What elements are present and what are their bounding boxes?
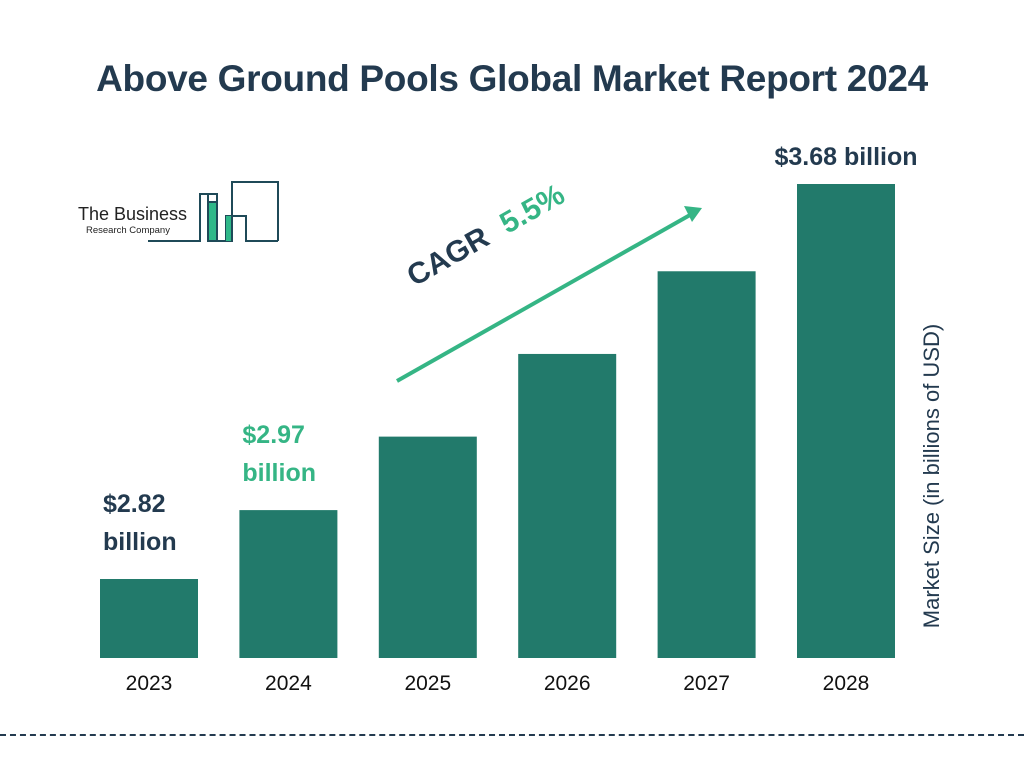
x-tick-label: 2027 [683,672,730,695]
data-label-2028: $3.68 billion [774,143,918,171]
bar-2024 [239,510,338,658]
bar-2028 [797,184,895,659]
chart-title: Above Ground Pools Global Market Report … [96,58,928,99]
bar-2026 [518,353,617,658]
cagr-arrow-line [396,213,691,383]
data-label-2023: $2.82 billion [103,490,177,556]
bar-2025 [378,436,477,658]
bar-2023 [100,579,198,658]
x-tick-label: 2026 [544,672,591,695]
y-axis-label: Market Size (in billions of USD) [919,323,944,629]
data-label-2024: $2.97 billion [242,421,316,488]
bar-2027 [657,271,756,658]
footer-divider [0,734,1024,736]
x-tick-label: 2025 [404,672,451,695]
logo-buildings-icon [148,181,279,242]
logo-text-line2: Research Company [86,225,170,236]
company-logo: The Business Research Company [78,180,288,245]
cagr-arrow-head-icon [684,206,702,222]
logo-text-line1: The Business [78,204,188,224]
x-tick-label: 2028 [823,672,870,695]
x-tick-label: 2024 [265,672,312,695]
x-tick-label: 2023 [126,672,173,695]
